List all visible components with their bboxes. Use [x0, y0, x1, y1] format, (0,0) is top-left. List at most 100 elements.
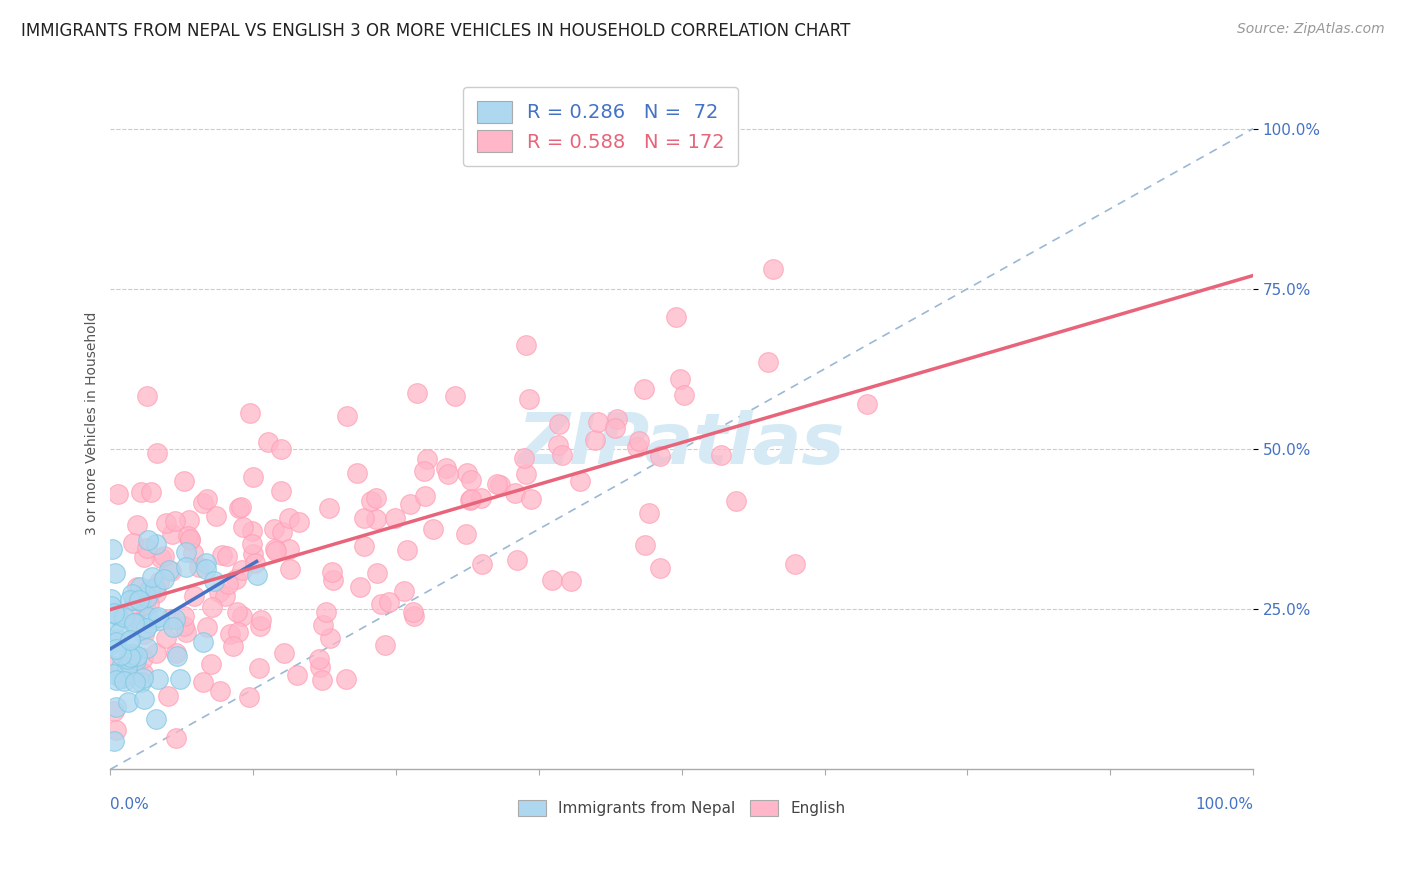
Point	[353, 511, 375, 525]
Point	[201, 599, 224, 614]
Point	[541, 573, 564, 587]
Point	[131, 671, 153, 685]
Point	[143, 581, 166, 595]
Point	[122, 535, 145, 549]
Point	[349, 580, 371, 594]
Point	[416, 451, 439, 466]
Point	[191, 496, 214, 510]
Point	[626, 440, 648, 454]
Point	[229, 500, 252, 514]
Point	[569, 474, 592, 488]
Point	[165, 731, 187, 745]
Point	[856, 397, 879, 411]
Point	[222, 639, 245, 653]
Point	[308, 651, 330, 665]
Point	[374, 638, 396, 652]
Point	[132, 692, 155, 706]
Y-axis label: 3 or more Vehicles in Household: 3 or more Vehicles in Household	[86, 311, 100, 535]
Point	[211, 549, 233, 563]
Point	[603, 420, 626, 434]
Point	[247, 661, 270, 675]
Point	[384, 511, 406, 525]
Point	[136, 590, 159, 604]
Point	[124, 615, 146, 630]
Point	[665, 310, 688, 324]
Point	[139, 485, 162, 500]
Point	[107, 487, 129, 501]
Point	[506, 553, 529, 567]
Point	[503, 486, 526, 500]
Point	[444, 389, 467, 403]
Point	[107, 607, 129, 622]
Point	[783, 557, 806, 571]
Point	[309, 660, 332, 674]
Point	[110, 659, 132, 673]
Point	[163, 612, 186, 626]
Point	[162, 619, 184, 633]
Point	[101, 542, 124, 557]
Point	[118, 632, 141, 647]
Point	[266, 544, 288, 558]
Point	[179, 513, 201, 527]
Point	[710, 449, 733, 463]
Point	[364, 491, 387, 505]
Point	[519, 492, 541, 507]
Point	[335, 672, 357, 686]
Point	[100, 599, 122, 614]
Point	[422, 522, 444, 536]
Point	[160, 527, 183, 541]
Point	[103, 667, 125, 681]
Text: IMMIGRANTS FROM NEPAL VS ENGLISH 3 OR MORE VEHICLES IN HOUSEHOLD CORRELATION CHA: IMMIGRANTS FROM NEPAL VS ENGLISH 3 OR MO…	[21, 22, 851, 40]
Point	[249, 618, 271, 632]
Point	[128, 589, 150, 603]
Point	[413, 489, 436, 503]
Point	[127, 593, 149, 607]
Point	[551, 448, 574, 462]
Point	[127, 615, 149, 629]
Point	[135, 622, 157, 636]
Point	[548, 417, 571, 431]
Point	[118, 668, 141, 682]
Point	[132, 666, 155, 681]
Point	[136, 389, 159, 403]
Point	[193, 635, 215, 649]
Point	[150, 550, 173, 565]
Point	[124, 675, 146, 690]
Point	[191, 675, 214, 690]
Point	[145, 537, 167, 551]
Point	[319, 631, 342, 645]
Point	[132, 651, 155, 665]
Point	[456, 467, 478, 481]
Point	[270, 442, 292, 457]
Point	[634, 538, 657, 552]
Point	[232, 520, 254, 534]
Point	[637, 506, 659, 520]
Point	[166, 648, 188, 663]
Point	[136, 533, 159, 548]
Point	[238, 406, 260, 420]
Point	[242, 547, 264, 561]
Point	[110, 671, 132, 685]
Point	[200, 657, 222, 671]
Point	[187, 560, 209, 574]
Text: Source: ZipAtlas.com: Source: ZipAtlas.com	[1237, 22, 1385, 37]
Point	[264, 542, 287, 557]
Point	[312, 618, 335, 632]
Point	[134, 549, 156, 564]
Point	[145, 586, 167, 600]
Point	[488, 478, 510, 492]
Point	[100, 592, 122, 607]
Point	[412, 464, 434, 478]
Point	[129, 674, 152, 689]
Point	[112, 673, 135, 688]
Point	[360, 494, 382, 508]
Point	[155, 631, 177, 645]
Point	[437, 467, 460, 481]
Point	[321, 566, 343, 580]
Point	[194, 562, 217, 576]
Point	[219, 627, 242, 641]
Point	[606, 411, 628, 425]
Point	[129, 484, 152, 499]
Point	[195, 620, 218, 634]
Point	[173, 619, 195, 633]
